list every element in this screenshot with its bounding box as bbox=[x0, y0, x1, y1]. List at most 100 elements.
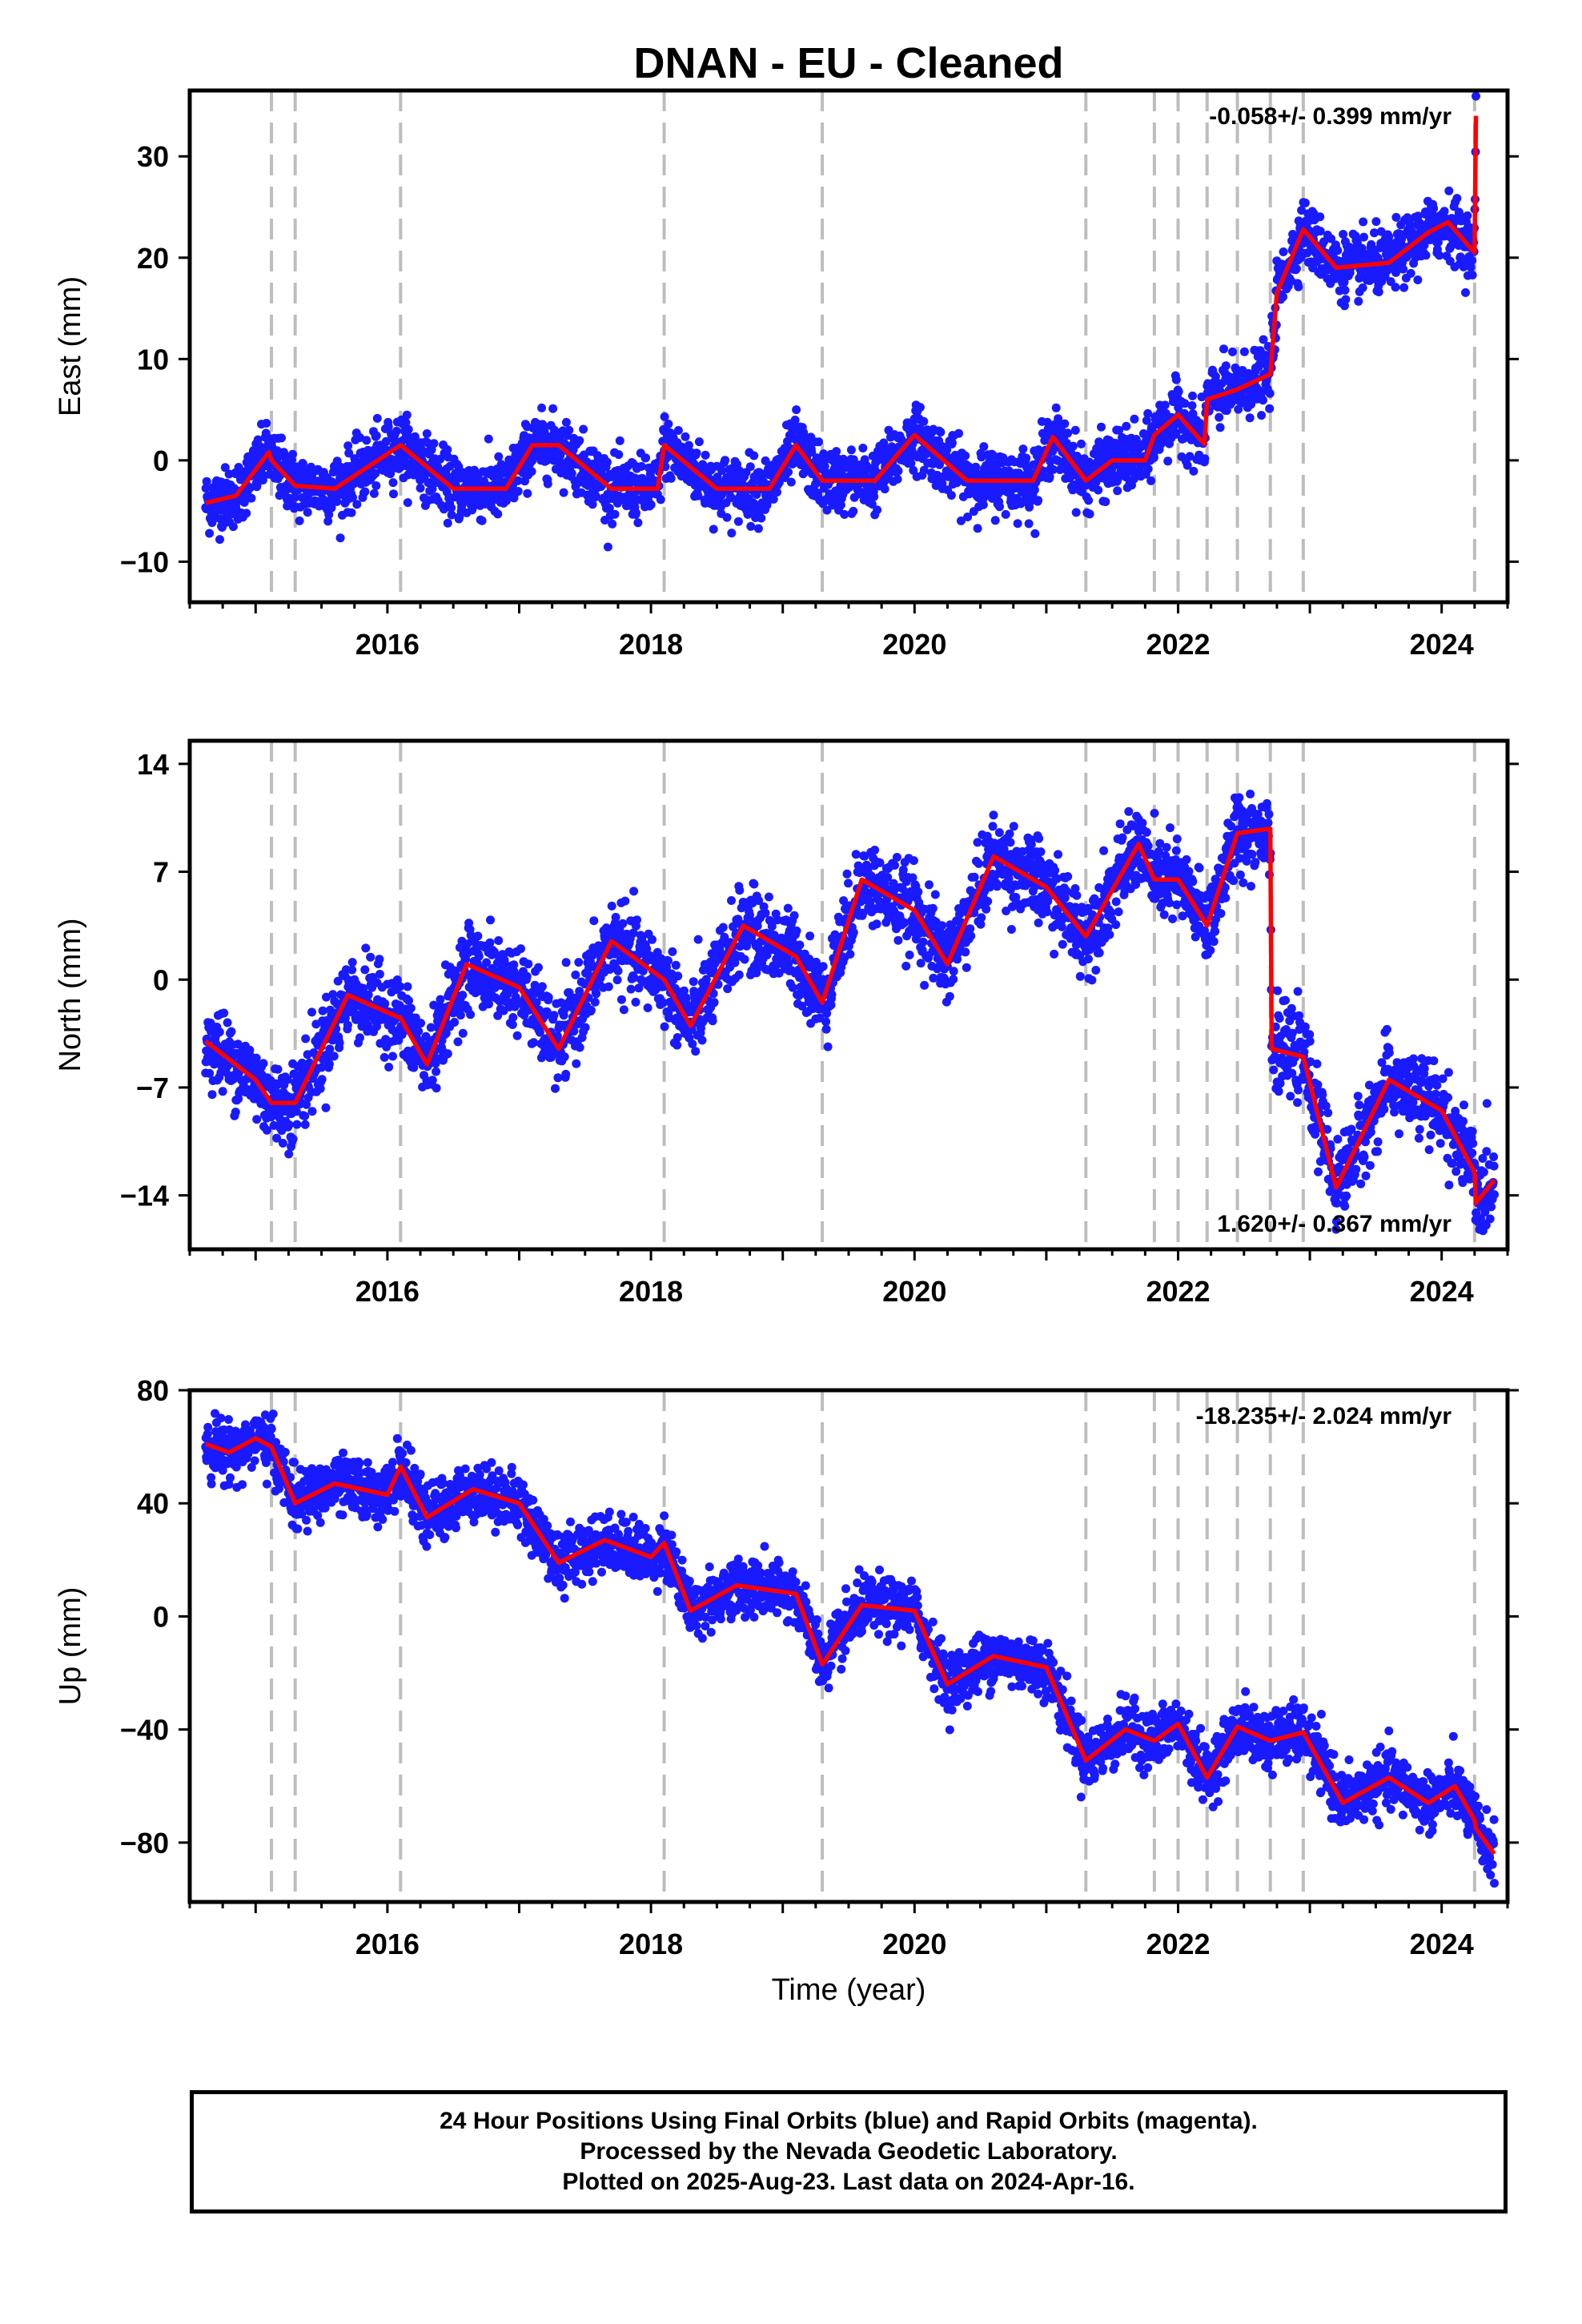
data-point bbox=[473, 931, 483, 941]
data-point bbox=[723, 984, 733, 994]
data-point bbox=[620, 896, 630, 906]
data-point bbox=[522, 971, 532, 981]
data-point bbox=[383, 422, 393, 432]
data-point bbox=[684, 440, 693, 450]
data-point bbox=[1171, 375, 1181, 384]
data-point bbox=[805, 931, 815, 941]
data-point bbox=[397, 1030, 407, 1039]
x-tick-label: 2018 bbox=[619, 628, 683, 661]
data-point bbox=[1219, 344, 1228, 354]
data-point bbox=[821, 1024, 831, 1034]
data-point bbox=[1435, 251, 1444, 260]
data-point bbox=[227, 1027, 236, 1036]
data-point bbox=[416, 1019, 426, 1028]
data-point bbox=[524, 959, 533, 969]
data-point bbox=[508, 1020, 517, 1029]
data-point bbox=[1294, 282, 1303, 292]
data-point bbox=[814, 437, 823, 447]
data-point bbox=[660, 1022, 669, 1031]
data-point bbox=[788, 983, 797, 992]
data-point bbox=[548, 404, 558, 413]
data-point bbox=[428, 485, 437, 493]
data-point bbox=[1300, 198, 1310, 207]
data-point bbox=[638, 967, 648, 975]
east-rate-label: -0.058+/- 0.399 mm/yr bbox=[1209, 103, 1452, 130]
data-point bbox=[1406, 268, 1415, 278]
data-point bbox=[1259, 396, 1267, 405]
data-point bbox=[317, 1063, 327, 1072]
data-point bbox=[372, 413, 382, 423]
data-point bbox=[1122, 421, 1131, 431]
data-point bbox=[713, 979, 723, 989]
data-point bbox=[537, 982, 547, 991]
data-point bbox=[484, 999, 493, 1009]
data-point bbox=[482, 958, 492, 967]
data-point bbox=[366, 952, 375, 962]
data-point bbox=[822, 1009, 832, 1018]
data-point bbox=[1421, 251, 1431, 260]
data-point bbox=[544, 992, 553, 1002]
data-point bbox=[611, 912, 620, 922]
data-point bbox=[575, 436, 584, 445]
data-point bbox=[474, 951, 484, 961]
data-point bbox=[1439, 207, 1449, 216]
data-point bbox=[919, 465, 929, 475]
data-point bbox=[784, 468, 793, 476]
data-point bbox=[458, 991, 468, 1000]
data-point bbox=[1391, 212, 1401, 222]
data-point bbox=[631, 997, 640, 1007]
data-point bbox=[403, 982, 412, 991]
data-point bbox=[303, 508, 312, 517]
data-point bbox=[858, 444, 868, 452]
data-point bbox=[414, 1027, 424, 1036]
data-point bbox=[629, 973, 639, 983]
data-point bbox=[586, 1006, 596, 1015]
data-point bbox=[323, 517, 333, 526]
data-point bbox=[971, 462, 981, 472]
data-point bbox=[1463, 211, 1472, 220]
data-point bbox=[205, 1068, 215, 1078]
data-point bbox=[1001, 509, 1010, 519]
data-point bbox=[403, 498, 412, 508]
data-point bbox=[372, 1022, 381, 1031]
data-point bbox=[1163, 456, 1173, 466]
data-point bbox=[990, 516, 1000, 525]
data-point bbox=[1359, 217, 1368, 227]
data-point bbox=[1384, 231, 1394, 241]
data-point bbox=[307, 1107, 317, 1116]
data-point bbox=[1239, 347, 1249, 356]
data-point bbox=[1063, 428, 1073, 438]
north-break-lines bbox=[270, 741, 1476, 1249]
data-point bbox=[1413, 275, 1423, 284]
x-tick-label: 2016 bbox=[355, 628, 420, 661]
data-point bbox=[961, 451, 970, 460]
data-point bbox=[301, 1034, 311, 1043]
data-point bbox=[359, 983, 368, 993]
data-point bbox=[201, 484, 211, 493]
data-point bbox=[746, 521, 756, 531]
data-point bbox=[343, 1020, 352, 1030]
data-point bbox=[701, 450, 710, 460]
data-point bbox=[1291, 264, 1301, 273]
data-point bbox=[392, 975, 402, 984]
data-point bbox=[660, 412, 669, 421]
data-point bbox=[494, 936, 504, 945]
data-point bbox=[513, 476, 523, 485]
data-point bbox=[321, 1103, 331, 1112]
data-point bbox=[371, 481, 381, 490]
data-point bbox=[441, 1028, 451, 1038]
data-point bbox=[1013, 519, 1022, 529]
data-point bbox=[740, 955, 749, 964]
data-point bbox=[380, 999, 390, 1008]
data-point bbox=[1468, 271, 1477, 279]
data-point bbox=[1339, 277, 1349, 287]
data-point bbox=[849, 506, 858, 516]
data-point bbox=[1048, 464, 1058, 474]
data-point bbox=[1034, 496, 1043, 505]
data-point bbox=[549, 1011, 559, 1020]
data-point bbox=[335, 1038, 344, 1047]
data-point bbox=[693, 935, 703, 944]
data-point bbox=[1433, 238, 1443, 247]
